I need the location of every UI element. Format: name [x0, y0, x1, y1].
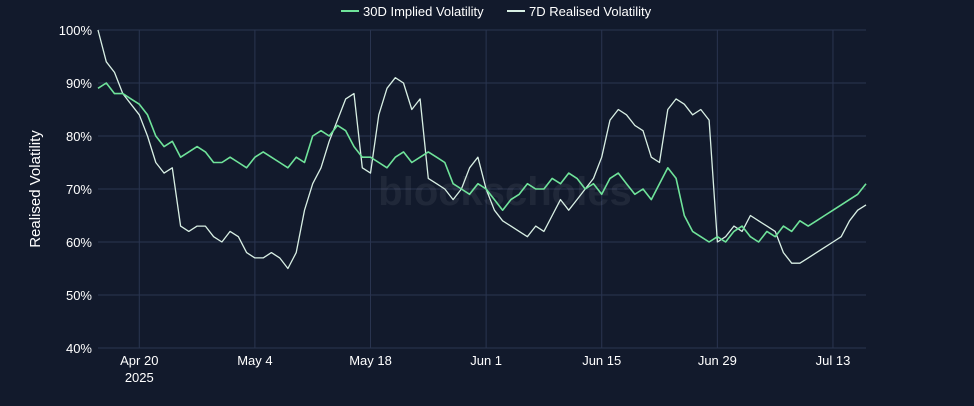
legend-label: 7D Realised Volatility [529, 4, 652, 19]
x-tick-label: Jun 1 [470, 353, 502, 368]
x-tick-sublabel: 2025 [125, 370, 154, 385]
x-tick-label: Jun 15 [582, 353, 621, 368]
y-tick-label: 100% [59, 23, 93, 38]
series-layer [97, 29, 867, 270]
x-tick-label: May 18 [349, 353, 392, 368]
y-tick-label: 40% [66, 341, 92, 356]
y-tick-label: 80% [66, 129, 92, 144]
x-tick-label: Jul 13 [816, 353, 851, 368]
series-line-1 [97, 29, 867, 270]
grid [98, 29, 866, 349]
x-tick-label: May 4 [237, 353, 272, 368]
x-tick-label: Apr 20 [120, 353, 158, 368]
y-tick-label: 90% [66, 76, 92, 91]
legend: 30D Implied Volatility 7D Realised Volati… [341, 4, 652, 19]
x-axis-ticks: Apr 20 2025 May 4 May 18 Jun 1 Jun 15 Jun 29 Ju… [120, 353, 850, 385]
y-tick-label: 70% [66, 182, 92, 197]
legend-label: 30D Implied Volatility [363, 4, 484, 19]
y-tick-label: 60% [66, 235, 92, 250]
x-tick-label: Jun 29 [698, 353, 737, 368]
series-line-0 [97, 82, 867, 243]
y-axis-ticks: 40% 50% 60% 70% 80% 90% 100% [59, 23, 93, 356]
y-tick-label: 50% [66, 288, 92, 303]
y-axis-label: Realised Volatility [27, 130, 44, 248]
